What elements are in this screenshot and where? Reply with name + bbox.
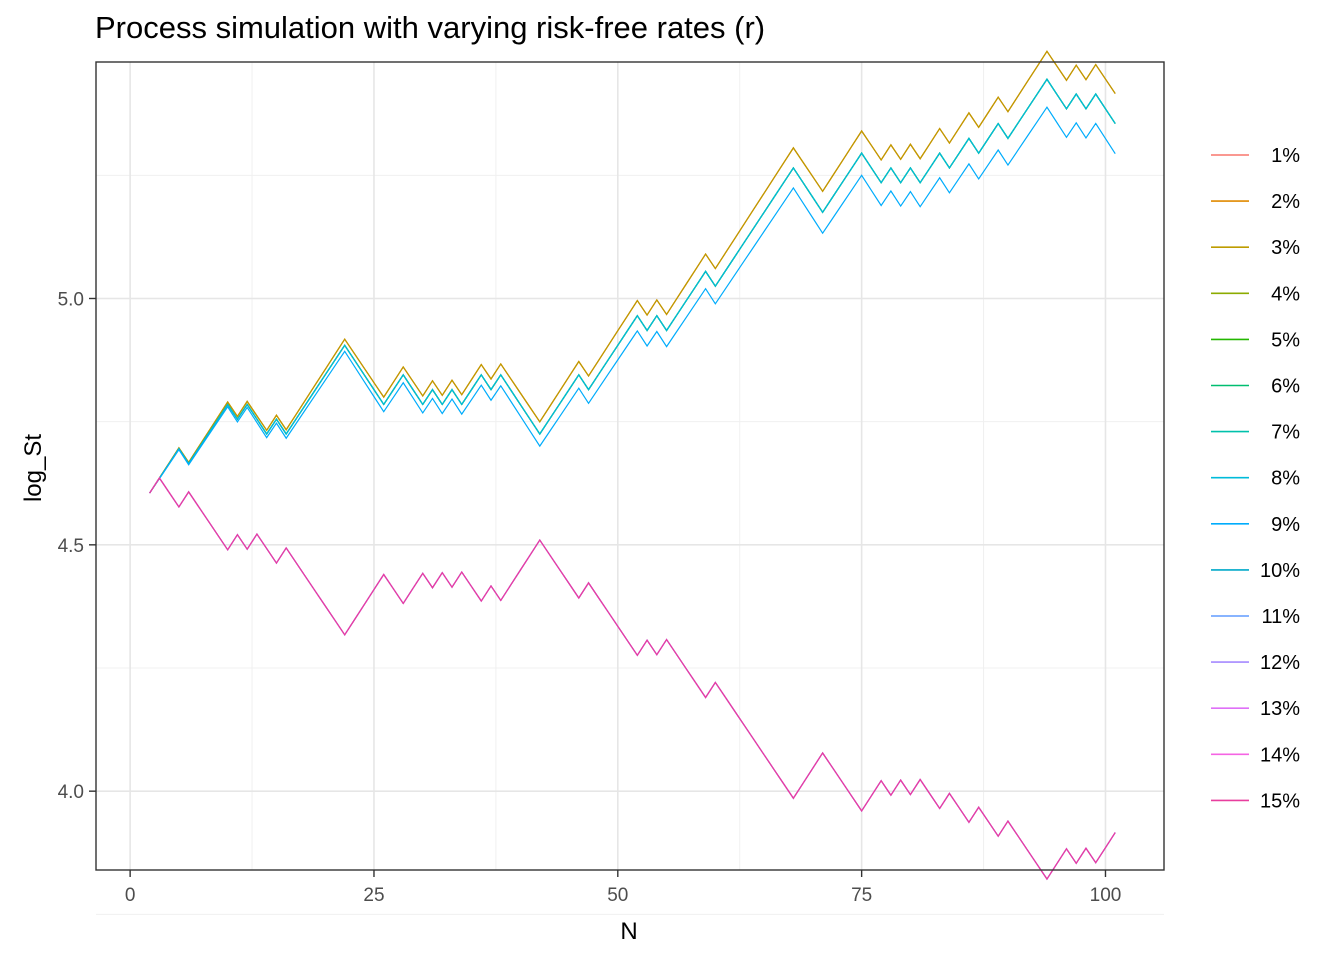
x-tick-label: 50 bbox=[607, 885, 628, 906]
x-axis: 0 25 50 75 100 bbox=[125, 870, 1121, 906]
series-line-8pct bbox=[149, 78, 1116, 494]
y-tick-label: 4.5 bbox=[58, 536, 84, 557]
series-line-9pct bbox=[149, 106, 1116, 494]
legend-label: 7% bbox=[1271, 422, 1300, 444]
legend-item: 8% bbox=[1211, 468, 1300, 490]
legend-item: 1% bbox=[1211, 145, 1300, 167]
legend-item: 12% bbox=[1211, 652, 1300, 674]
x-tick-label: 25 bbox=[363, 885, 384, 906]
y-tick-label: 5.0 bbox=[58, 289, 84, 310]
legend-item: 11% bbox=[1211, 606, 1300, 628]
legend: 1% 2% 3% 4% 5% 6% 7% 8% 9% 10% 11% 12% 13% 14% 15% bbox=[1211, 145, 1300, 812]
legend-label: 14% bbox=[1260, 744, 1300, 766]
legend-item: 3% bbox=[1211, 237, 1300, 259]
legend-label: 11% bbox=[1261, 606, 1300, 628]
legend-label: 3% bbox=[1271, 237, 1300, 259]
legend-item: 6% bbox=[1211, 376, 1300, 398]
chart-title: Process simulation with varying risk-fre… bbox=[95, 10, 766, 45]
legend-item: 4% bbox=[1211, 283, 1300, 305]
legend-item: 13% bbox=[1211, 698, 1300, 720]
y-tick-label: 4.0 bbox=[58, 782, 84, 803]
x-tick-label: 75 bbox=[851, 885, 872, 906]
panel-border bbox=[95, 61, 1165, 871]
legend-label: 13% bbox=[1260, 698, 1300, 720]
legend-item: 5% bbox=[1211, 329, 1300, 351]
legend-item: 9% bbox=[1211, 514, 1300, 536]
y-axis-title: log_St bbox=[20, 434, 47, 502]
y-axis: 4.0 4.5 5.0 bbox=[58, 289, 96, 803]
legend-label: 5% bbox=[1271, 329, 1300, 351]
legend-label: 1% bbox=[1271, 145, 1300, 167]
legend-label: 6% bbox=[1271, 376, 1300, 398]
legend-label: 8% bbox=[1271, 468, 1300, 490]
x-axis-title: N bbox=[620, 918, 637, 945]
x-tick-label: 0 bbox=[125, 885, 136, 906]
legend-label: 10% bbox=[1260, 560, 1300, 582]
legend-label: 12% bbox=[1260, 652, 1300, 674]
x-tick-label: 100 bbox=[1090, 885, 1122, 906]
legend-item: 15% bbox=[1211, 790, 1300, 812]
legend-label: 2% bbox=[1271, 191, 1300, 213]
legend-item: 10% bbox=[1211, 560, 1300, 582]
grid-lines bbox=[96, 62, 1164, 915]
legend-label: 4% bbox=[1271, 283, 1300, 305]
legend-label: 9% bbox=[1271, 514, 1300, 536]
series-line-3pct bbox=[149, 50, 1116, 494]
series-lines bbox=[149, 50, 1116, 881]
panel-frame bbox=[95, 61, 1165, 871]
legend-item: 2% bbox=[1211, 191, 1300, 213]
series-line-15pct bbox=[149, 476, 1116, 881]
legend-label: 15% bbox=[1260, 790, 1300, 812]
plot-panel bbox=[96, 62, 1164, 870]
legend-item: 14% bbox=[1211, 744, 1300, 766]
legend-item: 7% bbox=[1211, 422, 1300, 444]
panel-background bbox=[96, 62, 1164, 870]
